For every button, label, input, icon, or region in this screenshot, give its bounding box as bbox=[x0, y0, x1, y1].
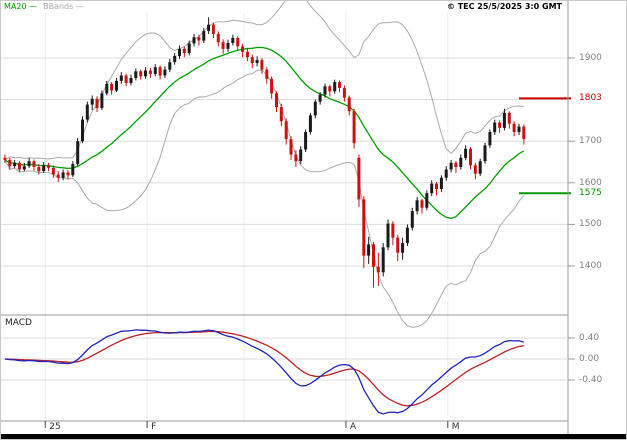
legend: MA20 — BBands — bbox=[4, 2, 90, 11]
price-axis-label: 1600 bbox=[579, 177, 602, 188]
price-axis-label: 1400 bbox=[579, 261, 602, 271]
resistance-label: 1803 bbox=[579, 93, 602, 104]
price-axis-label: 1900 bbox=[579, 53, 602, 63]
support-label: 1575 bbox=[579, 188, 602, 199]
macd-axis-label: 0.00 bbox=[579, 354, 600, 364]
legend-bbands: BBands — bbox=[43, 2, 84, 11]
macd-panel-label: MACD bbox=[5, 318, 32, 328]
x-axis-label: F bbox=[151, 422, 157, 432]
price-axis-label: 1500 bbox=[579, 219, 602, 230]
copyright-stamp: © TEC 25/5/2025 3:0 GMT bbox=[446, 2, 562, 11]
x-axis-label: A bbox=[349, 422, 357, 432]
macd-axis-label: 0.40 bbox=[579, 333, 600, 343]
x-axis-label: M bbox=[451, 422, 460, 432]
price-axis-label: 1700 bbox=[579, 136, 602, 147]
legend-ma20: MA20 — bbox=[4, 2, 38, 11]
macd-axis-label: -0.40 bbox=[579, 375, 603, 385]
x-axis-label: 25 bbox=[49, 422, 61, 432]
